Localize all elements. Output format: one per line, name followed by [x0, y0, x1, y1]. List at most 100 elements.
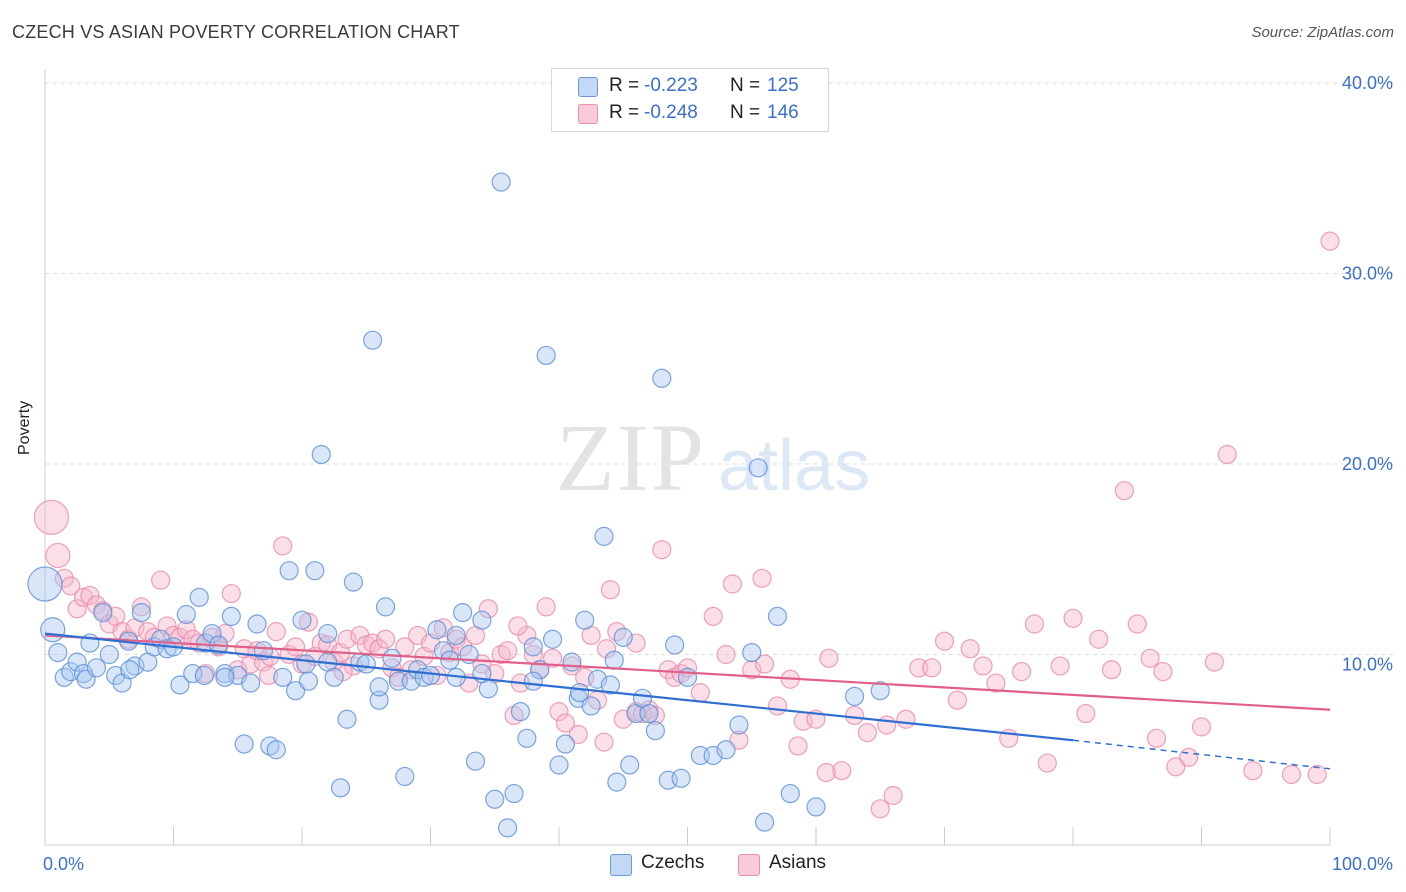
asian-point: [883, 785, 903, 806]
czech-point: [600, 675, 621, 695]
asian-point: [658, 660, 678, 680]
asian-point: [1076, 703, 1096, 724]
n-value: 146: [767, 102, 799, 123]
czech-point: [806, 797, 826, 817]
asian-point: [45, 542, 71, 569]
asian-point: [67, 599, 87, 619]
czech-point: [555, 734, 576, 754]
asian-point: [788, 736, 808, 756]
czech-point: [273, 667, 293, 687]
asian-point: [816, 763, 836, 783]
trend-lines: [44, 632, 1331, 770]
czech-point: [343, 572, 363, 592]
czech-point: [665, 635, 685, 655]
czech-point: [870, 681, 890, 701]
czech-point: [324, 667, 344, 687]
czech-swatch: [578, 77, 598, 97]
asian-point: [1140, 648, 1160, 668]
czech-point: [382, 648, 402, 668]
czech-point: [748, 458, 768, 478]
asian-point: [1127, 614, 1147, 634]
czech-point: [742, 642, 762, 663]
asian-point: [555, 713, 576, 733]
asian-point: [934, 631, 955, 651]
czech-point: [671, 768, 691, 788]
czech-point: [510, 702, 531, 722]
asian-point: [258, 665, 279, 686]
czech-point: [27, 566, 63, 602]
asian-point: [752, 568, 772, 588]
x-tick-label: 100.0%: [1332, 854, 1393, 874]
czech-point: [120, 660, 140, 680]
czech-point: [523, 671, 543, 691]
asian-point: [819, 648, 839, 668]
czech-point: [780, 783, 800, 804]
asian-point: [1204, 652, 1224, 672]
asian-point: [508, 616, 528, 636]
czech-point: [542, 629, 563, 649]
asian-point: [729, 730, 749, 750]
asian-point: [542, 648, 563, 668]
czech-point: [131, 602, 151, 623]
czech-point: [620, 755, 640, 775]
czech-point: [48, 642, 68, 663]
czech-point: [729, 715, 749, 735]
asian-point: [33, 499, 70, 535]
czech-point: [645, 721, 665, 741]
asian-point: [1191, 717, 1212, 737]
asian-point: [375, 629, 396, 649]
czech-point: [369, 677, 389, 697]
y-tick-label: 30.0%: [1342, 264, 1393, 284]
chart-title: CZECH VS ASIAN POVERTY CORRELATION CHART: [12, 22, 460, 42]
czech-point: [504, 783, 524, 804]
czech-point: [311, 444, 331, 465]
asian-point: [1217, 444, 1237, 465]
asian-point: [568, 724, 588, 745]
czech-point: [607, 772, 627, 792]
czech-point: [446, 625, 466, 646]
asian-point: [986, 673, 1006, 693]
axes: [44, 70, 1331, 846]
asian-point: [1146, 728, 1167, 748]
asian-point: [767, 696, 788, 716]
czech-point: [330, 778, 351, 798]
czech-point: [569, 682, 590, 703]
asian-point: [896, 709, 916, 729]
n-label: N =: [730, 102, 761, 123]
czech-point: [247, 614, 267, 634]
asian-point: [960, 639, 980, 659]
asian-point: [1114, 481, 1135, 501]
asian-point: [478, 599, 498, 619]
czech-point: [189, 587, 209, 607]
czech-point: [266, 740, 286, 760]
asian-point: [369, 639, 389, 659]
czech-point: [106, 665, 126, 686]
x-tick-label: 0.0%: [43, 854, 84, 874]
czech-point: [549, 755, 569, 775]
asian-point: [1320, 231, 1340, 251]
asian-points: [33, 231, 1340, 819]
tick-labels: 10.0% 20.0% 30.0% 40.0% 0.0% 100.0%: [43, 73, 1393, 874]
czech-point: [465, 751, 486, 771]
czech-point: [677, 667, 698, 687]
asian-point: [716, 644, 736, 665]
asian-point: [285, 637, 306, 657]
asian-point: [131, 597, 151, 617]
czech-point: [40, 617, 66, 643]
czech-point: [420, 665, 441, 686]
asian-point: [80, 585, 100, 606]
asian-point: [1101, 660, 1122, 680]
czech-point: [536, 345, 556, 366]
czech-point: [375, 597, 396, 617]
czech-point: [485, 789, 505, 809]
czech-point: [562, 652, 582, 672]
asian-point: [1179, 747, 1199, 767]
asian-point: [1050, 656, 1070, 676]
asian-point: [1307, 764, 1327, 785]
asian-point: [1153, 662, 1173, 682]
czech-point: [575, 610, 595, 630]
watermark-zip: ZIP: [556, 404, 706, 511]
czech-point: [194, 665, 214, 686]
czech-point: [99, 644, 119, 665]
asian-point: [594, 732, 614, 752]
